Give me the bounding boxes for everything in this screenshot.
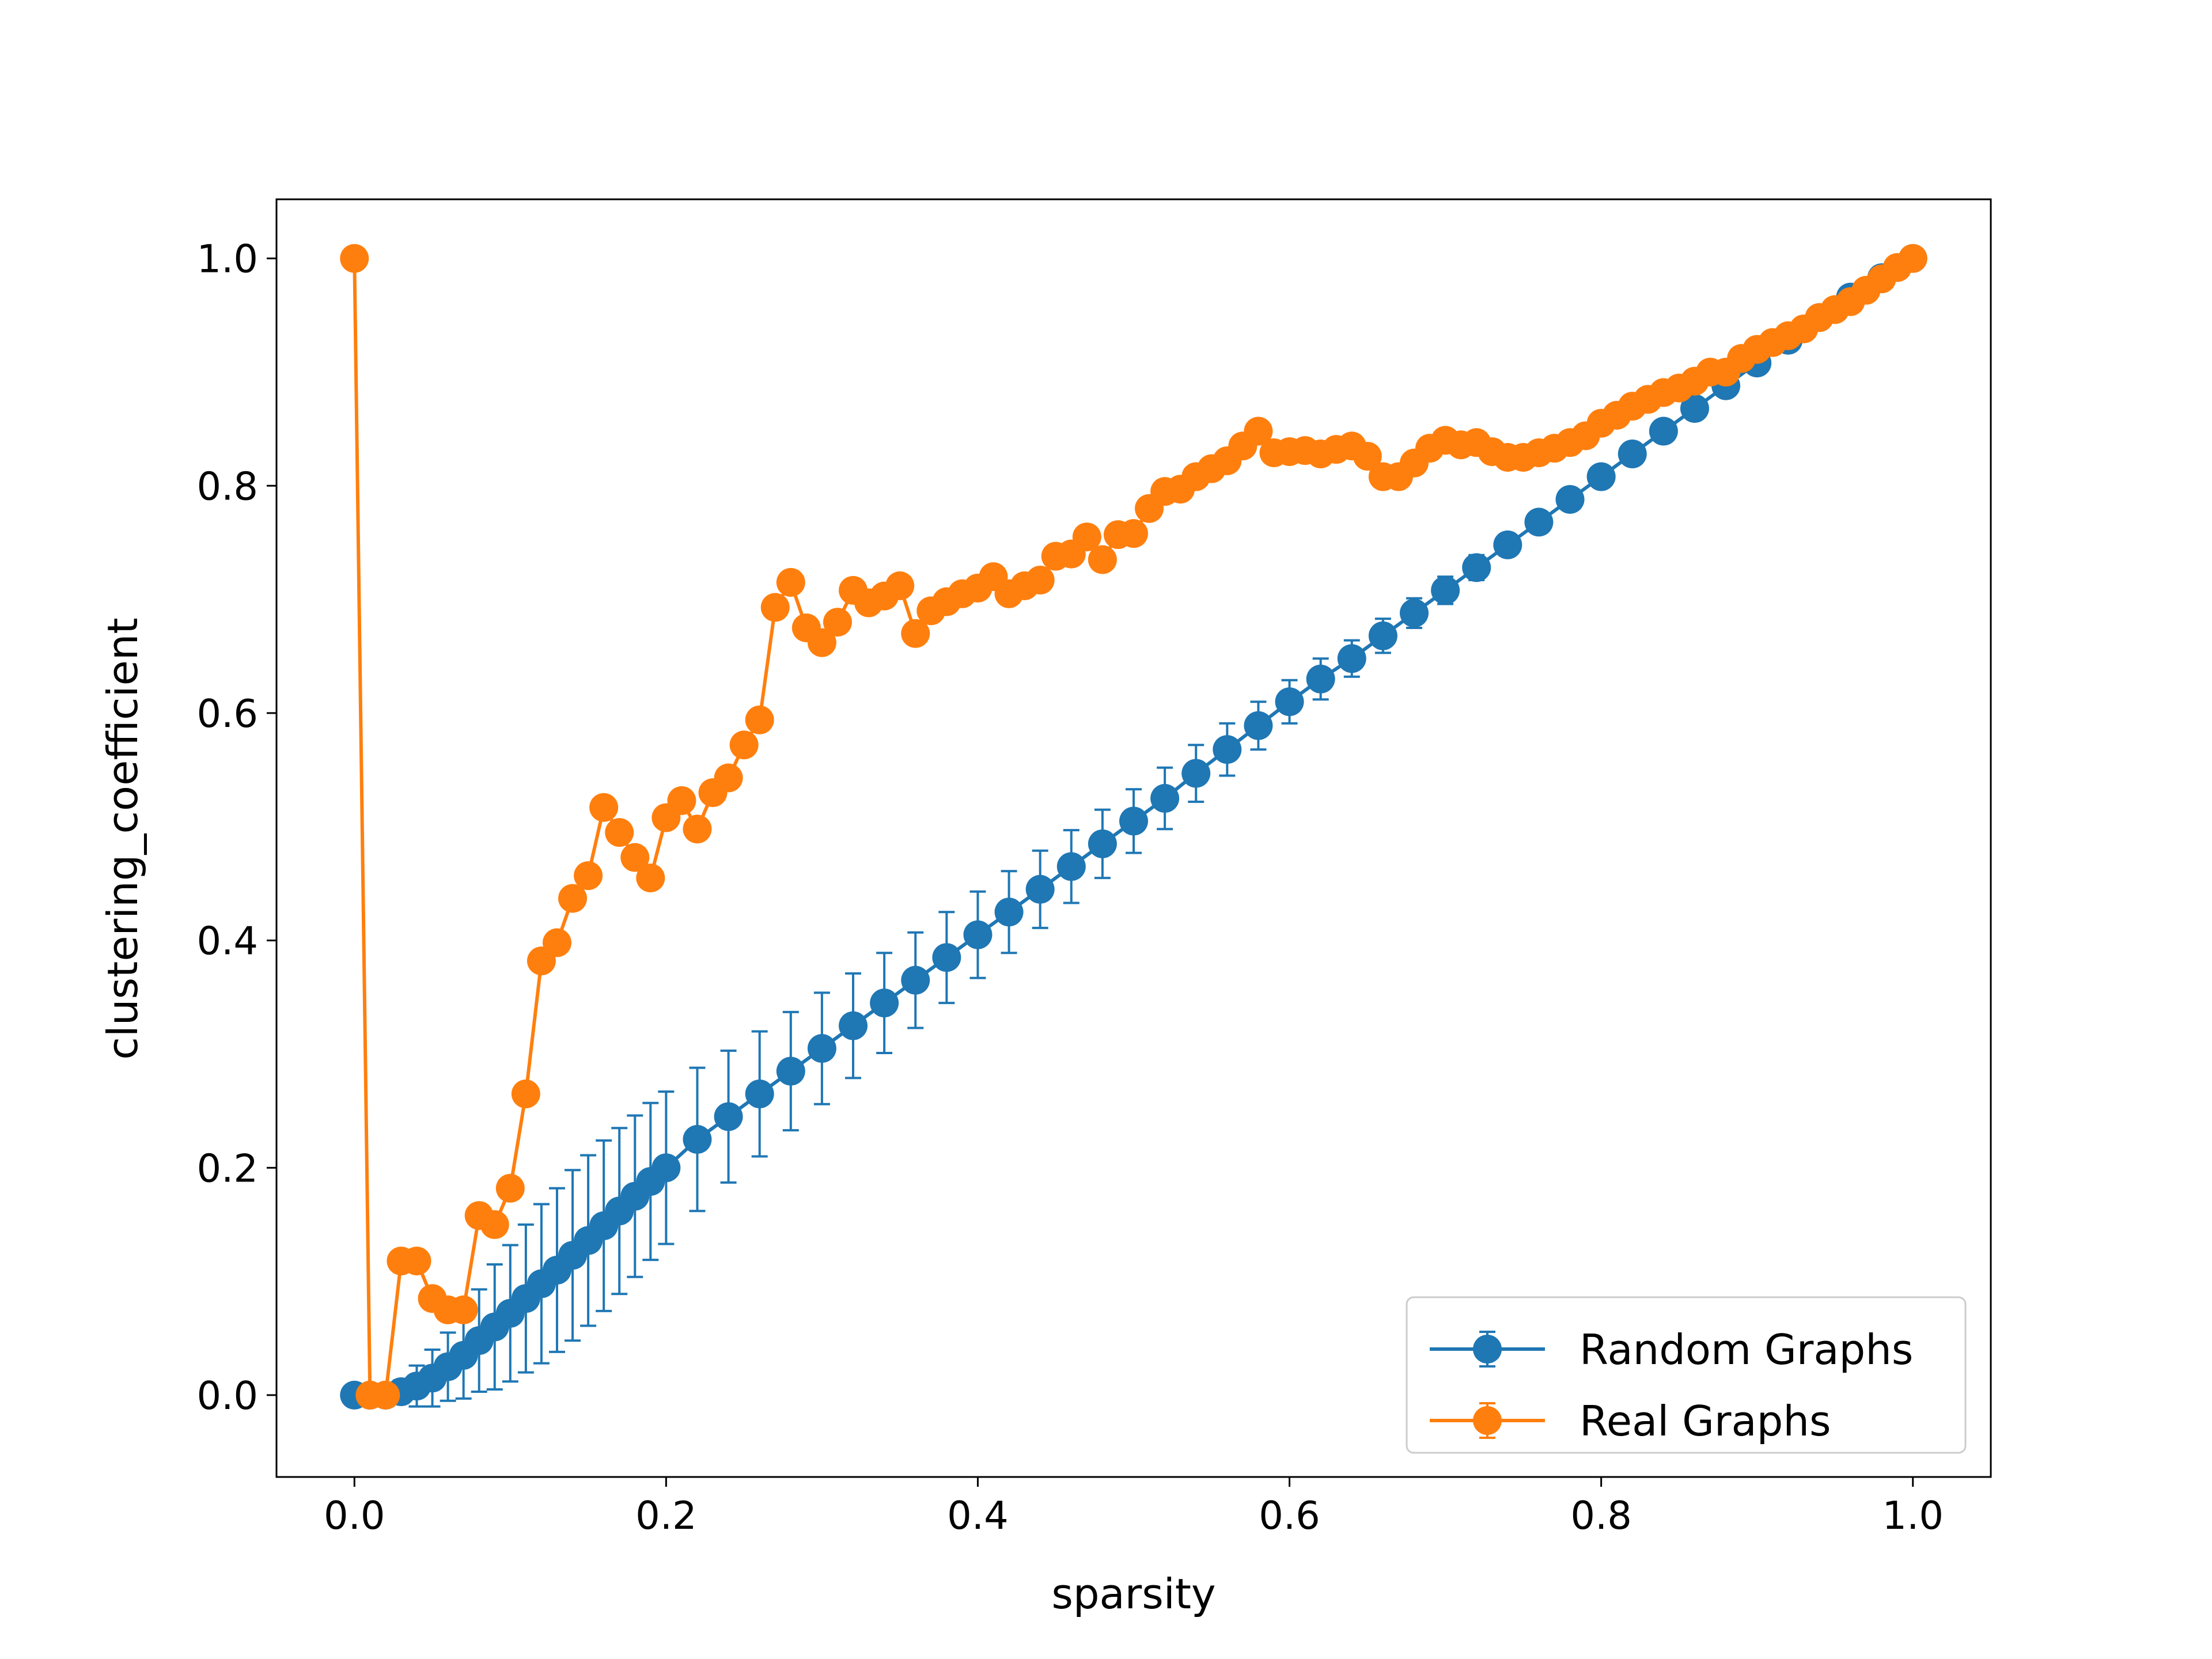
data-point [1337, 644, 1366, 673]
data-point [511, 1079, 540, 1108]
data-point [589, 793, 619, 822]
data-point [1119, 519, 1148, 548]
data-point [1025, 566, 1055, 595]
data-point [1399, 599, 1429, 628]
data-point [1462, 553, 1491, 582]
series-1 [340, 244, 1927, 1410]
y-tick-label-2: 0.4 [196, 919, 258, 964]
data-point [480, 1210, 509, 1239]
data-point [901, 619, 930, 648]
data-point [1618, 440, 1647, 469]
data-point [1368, 621, 1397, 650]
data-point [1150, 783, 1180, 813]
data-point [1056, 852, 1086, 881]
x-tick-label-2: 0.4 [947, 1493, 1009, 1538]
x-axis-label: sparsity [1051, 1570, 1215, 1618]
data-point [1213, 735, 1242, 764]
data-point [932, 943, 961, 972]
plot-area [340, 244, 1927, 1410]
data-point [636, 863, 665, 893]
data-point [729, 730, 759, 760]
legend-marker-0 [1473, 1335, 1502, 1363]
data-point [839, 1011, 868, 1040]
data-point [574, 861, 603, 891]
legend-marker-1 [1473, 1406, 1502, 1435]
data-point [807, 1034, 836, 1063]
data-point [1493, 530, 1522, 559]
x-tick-label-1: 0.2 [635, 1493, 697, 1538]
data-point [1025, 874, 1055, 904]
data-point [1072, 522, 1101, 552]
data-point [963, 920, 993, 949]
y-tick-label-1: 0.2 [196, 1146, 258, 1191]
data-point [1649, 416, 1678, 446]
axes-ticks: 0.0 0.2 0.4 0.6 0.8 1.0 0.0 0.2 0.4 0.6 0.8 1.0 [196, 237, 1944, 1538]
x-tick-label-4: 0.8 [1570, 1493, 1632, 1538]
data-point [1088, 829, 1117, 858]
y-tick-label-0: 0.0 [196, 1373, 258, 1418]
data-point [823, 608, 852, 637]
data-point [1244, 416, 1273, 446]
data-point [760, 593, 790, 622]
data-point [901, 965, 930, 995]
data-point [1244, 711, 1273, 740]
data-point [745, 1079, 774, 1108]
axes-frame [275, 198, 1992, 1478]
data-point [1119, 806, 1148, 836]
data-point [1275, 687, 1304, 717]
data-point [371, 1380, 400, 1410]
x-tick-label-3: 0.6 [1259, 1493, 1320, 1538]
data-point [714, 763, 743, 793]
data-point [714, 1102, 743, 1131]
data-point [1181, 759, 1211, 788]
data-point [776, 1056, 805, 1086]
data-point [870, 988, 899, 1018]
data-point [1898, 244, 1927, 273]
data-point [667, 786, 696, 815]
data-point [620, 843, 650, 872]
data-point [558, 884, 588, 913]
data-point [683, 1124, 712, 1154]
data-point [1353, 441, 1382, 471]
data-point [542, 928, 571, 957]
legend: Random Graphs Real Graphs [1406, 1296, 1967, 1454]
y-tick-label-4: 0.8 [196, 464, 258, 509]
y-axis-label: clustering_coefficient [99, 618, 147, 1060]
data-point [402, 1247, 431, 1276]
data-point [885, 571, 915, 600]
data-point [1306, 664, 1335, 694]
x-tick-label-0: 0.0 [324, 1493, 385, 1538]
legend-entries: Random Graphs Real Graphs [1430, 1325, 1913, 1445]
data-point [1680, 394, 1709, 423]
data-point [1088, 545, 1117, 574]
data-point [652, 1153, 681, 1183]
legend-label-1: Real Graphs [1580, 1397, 1831, 1445]
y-tick-label-5: 1.0 [196, 237, 258, 282]
data-point [807, 628, 836, 657]
data-point [495, 1173, 525, 1203]
x-tick-label-5: 1.0 [1882, 1493, 1944, 1538]
data-point [449, 1295, 478, 1324]
data-point [1431, 575, 1460, 605]
data-point [1524, 507, 1554, 537]
legend-box [1406, 1296, 1967, 1454]
data-point [1586, 462, 1616, 491]
data-point [745, 705, 774, 734]
data-point [1555, 484, 1585, 514]
legend-label-0: Random Graphs [1580, 1325, 1913, 1374]
data-point [683, 815, 712, 844]
data-point [605, 818, 634, 847]
y-tick-label-3: 0.6 [196, 691, 258, 736]
data-point [340, 244, 369, 273]
data-point [994, 897, 1024, 927]
data-point [776, 568, 805, 597]
